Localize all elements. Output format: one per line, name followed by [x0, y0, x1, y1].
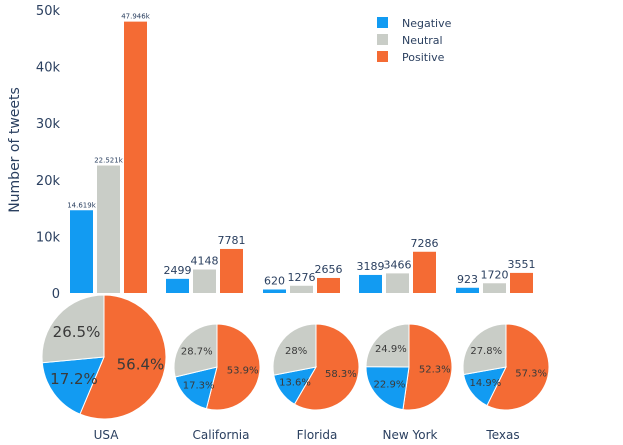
- pie-slice-label: 24.9%: [375, 344, 407, 355]
- pie-slice-label: 58.3%: [325, 369, 357, 380]
- bar-value-label: 620: [264, 274, 285, 287]
- bar-value-label: 3466: [384, 258, 412, 271]
- y-tick-label: 0: [52, 287, 60, 302]
- bar-positive: [510, 272, 533, 293]
- legend-label-neutral: Neutral: [402, 34, 443, 47]
- pie-slice-label: 14.9%: [469, 378, 501, 389]
- pie-slice-label: 28.7%: [181, 347, 213, 358]
- pie-slice-negative: [174, 366, 218, 410]
- legend-label-negative: Negative: [402, 17, 452, 30]
- bar-negative: [166, 278, 189, 293]
- bar-value-label: 22.521k: [94, 157, 123, 165]
- bar-negative: [359, 274, 382, 293]
- bar-value-label: 3551: [508, 258, 536, 271]
- category-label: Texas: [485, 428, 519, 442]
- pie-slice-positive: [293, 323, 360, 411]
- bar-value-label: 1720: [481, 268, 509, 281]
- pie-slice-label: 57.3%: [515, 368, 547, 379]
- y-tick-label: 10k: [36, 230, 61, 245]
- bar-negative: [263, 289, 286, 293]
- pie-slice-label: 17.3%: [183, 381, 215, 392]
- bar-positive: [413, 251, 436, 293]
- pie-slice-label: 56.4%: [117, 356, 165, 374]
- category-label: New York: [383, 428, 438, 442]
- pie-slice-neutral: [365, 323, 410, 368]
- pie-slice-label: 26.5%: [53, 323, 101, 341]
- legend-swatch-negative: [377, 17, 388, 28]
- bar-positive: [124, 21, 147, 293]
- category-label: USA: [94, 428, 120, 442]
- pie-slice-positive: [486, 323, 550, 411]
- pie-slice-label: 22.9%: [374, 379, 406, 390]
- bar-value-label: 1276: [288, 271, 316, 284]
- bar-neutral: [290, 285, 313, 293]
- pie-slice-positive: [402, 323, 453, 411]
- pie-slice-label: 17.2%: [50, 370, 98, 388]
- bar-negative: [456, 287, 479, 293]
- y-tick-label: 30k: [36, 117, 61, 132]
- pie-slice-neutral: [272, 323, 317, 376]
- pie-slice-neutral: [41, 294, 105, 364]
- bar-value-label: 7781: [218, 234, 246, 247]
- bar-value-label: 47.946k: [121, 13, 150, 21]
- bar-chart: Number of tweets 0 10k 20k 30k 40k 50k 14.619k 2…: [7, 4, 536, 302]
- bar-value-label: 2499: [164, 264, 192, 277]
- pie-slice-label: 53.9%: [227, 366, 259, 377]
- legend: Negative Neutral Positive: [377, 17, 452, 64]
- pie-slice-negative: [41, 356, 105, 415]
- pie-slice-label: 52.3%: [419, 364, 451, 375]
- pie-slice-neutral: [462, 323, 507, 376]
- category-label: Florida: [297, 428, 338, 442]
- bar-neutral: [386, 273, 409, 293]
- bar-value-label: 923: [457, 273, 478, 286]
- bar-value-label: 3189: [357, 260, 385, 273]
- bar-neutral: [97, 165, 120, 293]
- bar-value-label: 4148: [191, 255, 219, 268]
- bar-positive: [317, 277, 340, 293]
- y-tick-label: 50k: [36, 4, 61, 19]
- y-tick-label: 20k: [36, 174, 61, 189]
- pie-slice-positive: [79, 294, 167, 420]
- legend-swatch-neutral: [377, 34, 388, 45]
- bar-value-label: 14.619k: [67, 201, 96, 209]
- pie-slice-label: 27.8%: [470, 346, 502, 357]
- pie-slice-neutral: [173, 323, 218, 378]
- pie-slice-label: 28%: [285, 346, 307, 357]
- y-tick-label: 40k: [36, 61, 61, 76]
- pie-charts: 56.4% 17.2% 26.5% 53.9% 17.3% 28.7% 58.3% 13.6%…: [41, 294, 550, 420]
- legend-swatch-positive: [377, 51, 388, 62]
- bar-negative: [70, 210, 93, 293]
- bar-value-label: 7286: [411, 237, 439, 250]
- bar-neutral: [483, 283, 506, 293]
- pie-slice-negative: [365, 366, 410, 411]
- pie-slice-positive: [205, 323, 261, 411]
- legend-label-positive: Positive: [402, 51, 445, 64]
- bar-neutral: [193, 269, 216, 293]
- y-axis-title: Number of tweets: [7, 87, 23, 213]
- pie-slice-label: 13.6%: [279, 377, 311, 388]
- category-label: California: [193, 428, 250, 442]
- bar-value-label: 2656: [315, 263, 343, 276]
- bar-positive: [220, 248, 243, 293]
- category-labels: USA California Florida New York Texas: [94, 428, 520, 442]
